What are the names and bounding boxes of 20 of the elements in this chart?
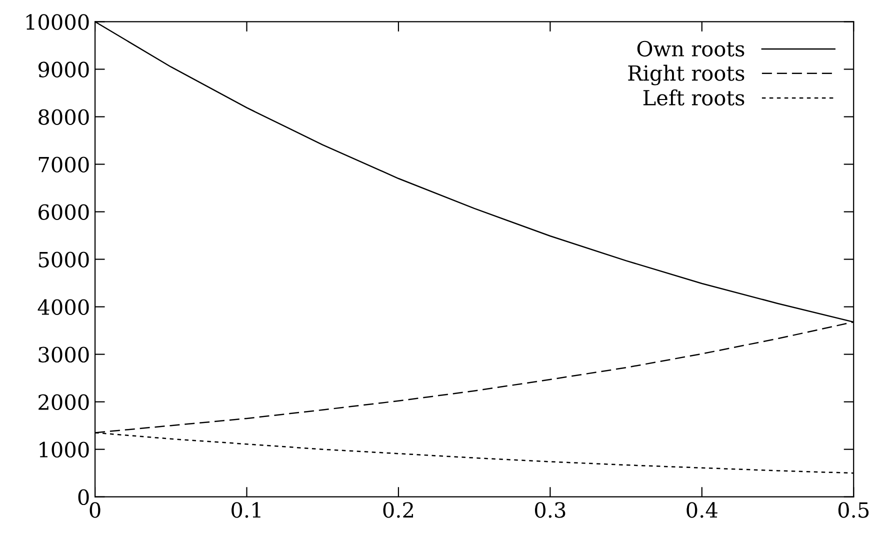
y-tick-label: 1000 xyxy=(40,442,89,458)
y-tick-label: 3000 xyxy=(38,346,89,363)
x-tick-label: 0 xyxy=(90,502,100,518)
legend-label: Right roots xyxy=(628,64,744,86)
y-tick-label: 9000 xyxy=(38,62,89,78)
y-tick-label: 7000 xyxy=(38,156,89,172)
x-tick-label: 0.3 xyxy=(534,502,566,518)
y-tick-label: 0 xyxy=(78,489,89,506)
y-tick-label: 8000 xyxy=(38,109,89,125)
y-tick-label: 5000 xyxy=(38,252,89,268)
legend-label: Own roots xyxy=(637,40,744,57)
y-tick-label: 4000 xyxy=(38,299,89,316)
x-tick-label: 0.5 xyxy=(838,502,869,518)
x-tick-label: 0.1 xyxy=(232,502,260,518)
legend-label: Left roots xyxy=(643,89,744,106)
y-tick-label: 2000 xyxy=(38,394,89,410)
x-tick-label: 0.4 xyxy=(686,502,718,518)
x-tick-label: 0.2 xyxy=(383,502,413,518)
y-tick-label: 10000 xyxy=(26,14,89,30)
y-tick-label: 6000 xyxy=(38,204,89,220)
